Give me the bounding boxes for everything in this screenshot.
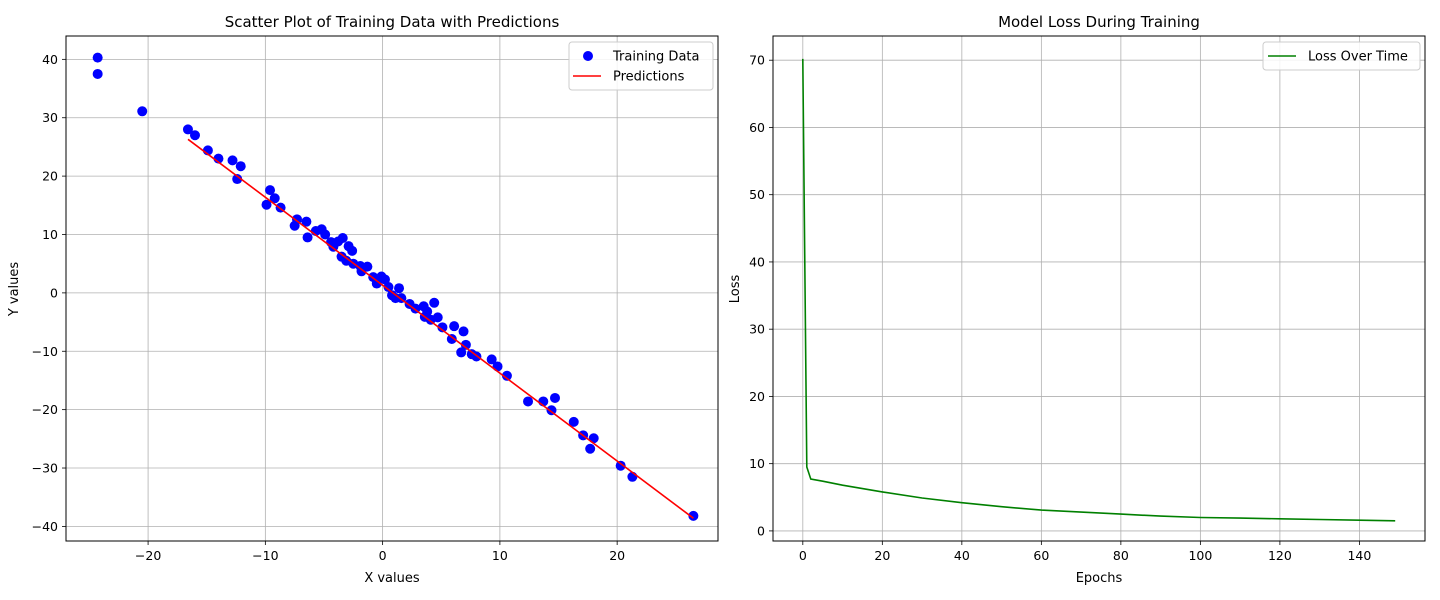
y-axis-ticks: 0 10 20 30 40 50 60 70 xyxy=(749,53,773,538)
data-point xyxy=(189,130,200,141)
x-tick-label: 40 xyxy=(954,548,970,563)
legend-label-training-data: Training Data xyxy=(612,50,699,65)
data-point xyxy=(437,322,448,333)
x-tick-label: 100 xyxy=(1188,548,1212,563)
y-tick-label: 20 xyxy=(749,389,765,404)
x-tick-label: 20 xyxy=(609,548,625,563)
y-tick-label: 10 xyxy=(42,227,58,242)
data-point xyxy=(302,232,313,243)
axes-frame xyxy=(772,35,1426,542)
y-tick-label: 60 xyxy=(749,120,765,135)
x-tick-label: 0 xyxy=(379,548,387,563)
x-tick-label: 80 xyxy=(1113,548,1129,563)
legend-marker-training-data xyxy=(583,51,593,61)
y-tick-label: 0 xyxy=(50,285,58,300)
axes-frame xyxy=(65,35,719,542)
x-tick-label: −10 xyxy=(252,548,278,563)
y-axis-label: Loss xyxy=(728,275,743,304)
data-point xyxy=(460,339,471,350)
data-point xyxy=(182,124,193,135)
y-tick-label: 70 xyxy=(749,53,765,68)
data-point xyxy=(320,229,331,240)
data-point xyxy=(446,334,457,344)
data-point xyxy=(501,370,512,381)
legend: Training Data Predictions xyxy=(568,41,714,91)
series-line xyxy=(187,138,694,519)
legend-box xyxy=(1262,41,1421,71)
data-point xyxy=(261,199,272,210)
data-point xyxy=(568,416,579,427)
data-point xyxy=(458,326,469,337)
y-tick-label: 40 xyxy=(749,254,765,269)
legend-label-predictions: Predictions xyxy=(613,70,685,85)
data-point xyxy=(362,261,373,272)
x-tick-label: 20 xyxy=(874,548,890,563)
legend-box xyxy=(568,41,714,91)
data-point xyxy=(347,245,358,256)
data-point xyxy=(137,106,148,117)
chart-title: Model Loss During Training xyxy=(998,13,1200,31)
x-tick-label: −20 xyxy=(135,548,161,563)
y-tick-label: 10 xyxy=(749,456,765,471)
legend-label-loss: Loss Over Time xyxy=(1308,50,1408,65)
y-tick-label: −40 xyxy=(32,519,58,534)
data-point xyxy=(301,216,312,227)
data-point xyxy=(232,174,243,185)
data-point xyxy=(371,278,382,289)
data-point xyxy=(337,233,348,243)
x-axis-ticks: −20 −10 0 10 20 xyxy=(135,541,625,563)
y-tick-label: −20 xyxy=(32,402,58,417)
data-point xyxy=(492,361,503,372)
data-point xyxy=(379,274,390,285)
scatter-chart: Scatter Plot of Training Data with Predi… xyxy=(7,13,719,586)
data-point xyxy=(449,321,460,332)
y-axis-label: Y values xyxy=(7,262,22,318)
y-tick-label: −30 xyxy=(32,461,58,476)
data-point xyxy=(92,68,103,79)
data-point xyxy=(394,283,405,294)
x-tick-label: 10 xyxy=(492,548,508,563)
data-point xyxy=(269,193,280,204)
y-axis-ticks: −40 −30 −20 −10 0 10 20 30 40 xyxy=(32,52,66,534)
chart-title: Scatter Plot of Training Data with Predi… xyxy=(225,13,560,31)
legend: Loss Over Time xyxy=(1262,41,1421,71)
data-point xyxy=(92,52,103,63)
plot-area xyxy=(92,52,699,521)
data-point xyxy=(550,392,560,403)
y-tick-label: 40 xyxy=(42,52,58,67)
data-point xyxy=(289,220,300,231)
y-tick-label: 0 xyxy=(757,523,765,538)
grid xyxy=(773,36,1425,541)
series-line xyxy=(802,58,1396,522)
x-tick-label: 140 xyxy=(1347,548,1371,563)
y-tick-label: −10 xyxy=(32,344,58,359)
data-point xyxy=(383,282,394,293)
x-tick-label: 60 xyxy=(1033,548,1049,563)
x-tick-label: 120 xyxy=(1268,548,1292,563)
data-point xyxy=(265,185,276,196)
data-point xyxy=(235,161,246,172)
y-tick-label: 50 xyxy=(749,187,765,202)
x-axis-label: X values xyxy=(364,571,420,586)
data-point xyxy=(585,443,596,454)
plot-area xyxy=(802,58,1396,522)
data-point xyxy=(432,312,443,323)
x-tick-label: 0 xyxy=(799,548,807,563)
data-point xyxy=(615,460,626,471)
loss-chart: Model Loss During Training 0 20 40 60 80 100 1… xyxy=(728,13,1426,586)
data-point xyxy=(429,297,440,308)
y-tick-label: 30 xyxy=(42,110,58,125)
y-tick-label: 20 xyxy=(42,169,58,184)
x-axis-ticks: 0 20 40 60 80 100 120 140 xyxy=(799,541,1371,563)
data-point xyxy=(227,155,238,166)
x-axis-label: Epochs xyxy=(1076,571,1123,586)
data-point xyxy=(486,354,497,365)
data-point xyxy=(523,396,534,407)
data-point xyxy=(688,510,699,521)
data-point xyxy=(456,347,467,358)
y-tick-label: 30 xyxy=(749,322,765,337)
